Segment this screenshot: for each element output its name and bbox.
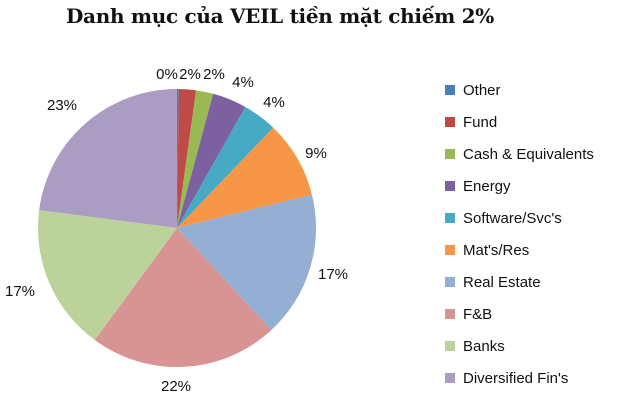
pie-labels: 0% 2% 2% 4%4%9%17%22%17%23% bbox=[5, 66, 348, 395]
slice-percent-label: 17% bbox=[5, 283, 35, 300]
legend-item-energy: Energy bbox=[445, 170, 594, 202]
legend-swatch-icon bbox=[445, 213, 455, 223]
legend-item-cash: Cash & Equivalents bbox=[445, 138, 594, 170]
legend-swatch-icon bbox=[445, 309, 455, 319]
legend-item-real-estate: Real Estate bbox=[445, 266, 594, 298]
legend-label: Other bbox=[463, 81, 501, 99]
pie-slice bbox=[38, 210, 177, 341]
legend-swatch-icon bbox=[445, 341, 455, 351]
legend-label: Diversified Fin's bbox=[463, 369, 569, 387]
legend-item-fnb: F&B bbox=[445, 298, 594, 330]
legend-swatch-icon bbox=[445, 181, 455, 191]
legend-swatch-icon bbox=[445, 149, 455, 159]
legend-label: Software/Svc's bbox=[463, 209, 562, 227]
legend-label: F&B bbox=[463, 305, 493, 323]
chart-title: Danh mục của VEIL tiền mặt chiếm 2% bbox=[66, 4, 494, 28]
pie-slice bbox=[177, 93, 246, 228]
slice-percent-label: 9% bbox=[305, 145, 327, 162]
legend-label: Banks bbox=[463, 337, 505, 355]
slice-percent-label: 0% bbox=[156, 66, 178, 83]
legend-item-diversified: Diversified Fin's bbox=[445, 362, 594, 394]
legend-item-software: Software/Svc's bbox=[445, 202, 594, 234]
pie-slice bbox=[177, 88, 179, 228]
slice-percent-label: 23% bbox=[47, 97, 77, 114]
slice-percent-label: 4% bbox=[232, 74, 254, 91]
legend: Other Fund Cash & Equivalents Energy Sof… bbox=[445, 74, 594, 394]
slice-percent-label: 17% bbox=[318, 266, 348, 283]
slice-percent-label: 22% bbox=[161, 378, 191, 395]
pie-slice bbox=[177, 194, 316, 331]
legend-item-other: Other bbox=[445, 74, 594, 106]
slice-percent-label: 2% bbox=[203, 66, 225, 83]
pie-slices bbox=[38, 88, 316, 367]
legend-item-banks: Banks bbox=[445, 330, 594, 362]
slice-percent-label: 2% bbox=[179, 66, 201, 83]
legend-swatch-icon bbox=[445, 277, 455, 287]
slice-percent-label: 4% bbox=[263, 94, 285, 111]
legend-item-materials: Mat's/Res bbox=[445, 234, 594, 266]
pie-slice bbox=[177, 106, 274, 228]
legend-label: Real Estate bbox=[463, 273, 541, 291]
legend-item-fund: Fund bbox=[445, 106, 594, 138]
pie-slice bbox=[177, 90, 214, 228]
legend-swatch-icon bbox=[445, 117, 455, 127]
pie-slice bbox=[39, 89, 178, 228]
legend-swatch-icon bbox=[445, 85, 455, 95]
legend-swatch-icon bbox=[445, 373, 455, 383]
legend-label: Mat's/Res bbox=[463, 241, 530, 259]
pie-slice bbox=[94, 228, 272, 367]
legend-label: Energy bbox=[463, 177, 511, 195]
legend-swatch-icon bbox=[445, 245, 455, 255]
legend-label: Cash & Equivalents bbox=[463, 145, 594, 163]
pie-chart: 0% 2% 2% 4%4%9%17%22%17%23% bbox=[5, 66, 348, 395]
pie-slice bbox=[177, 127, 312, 228]
pie-slice bbox=[177, 89, 197, 228]
legend-label: Fund bbox=[463, 113, 498, 131]
